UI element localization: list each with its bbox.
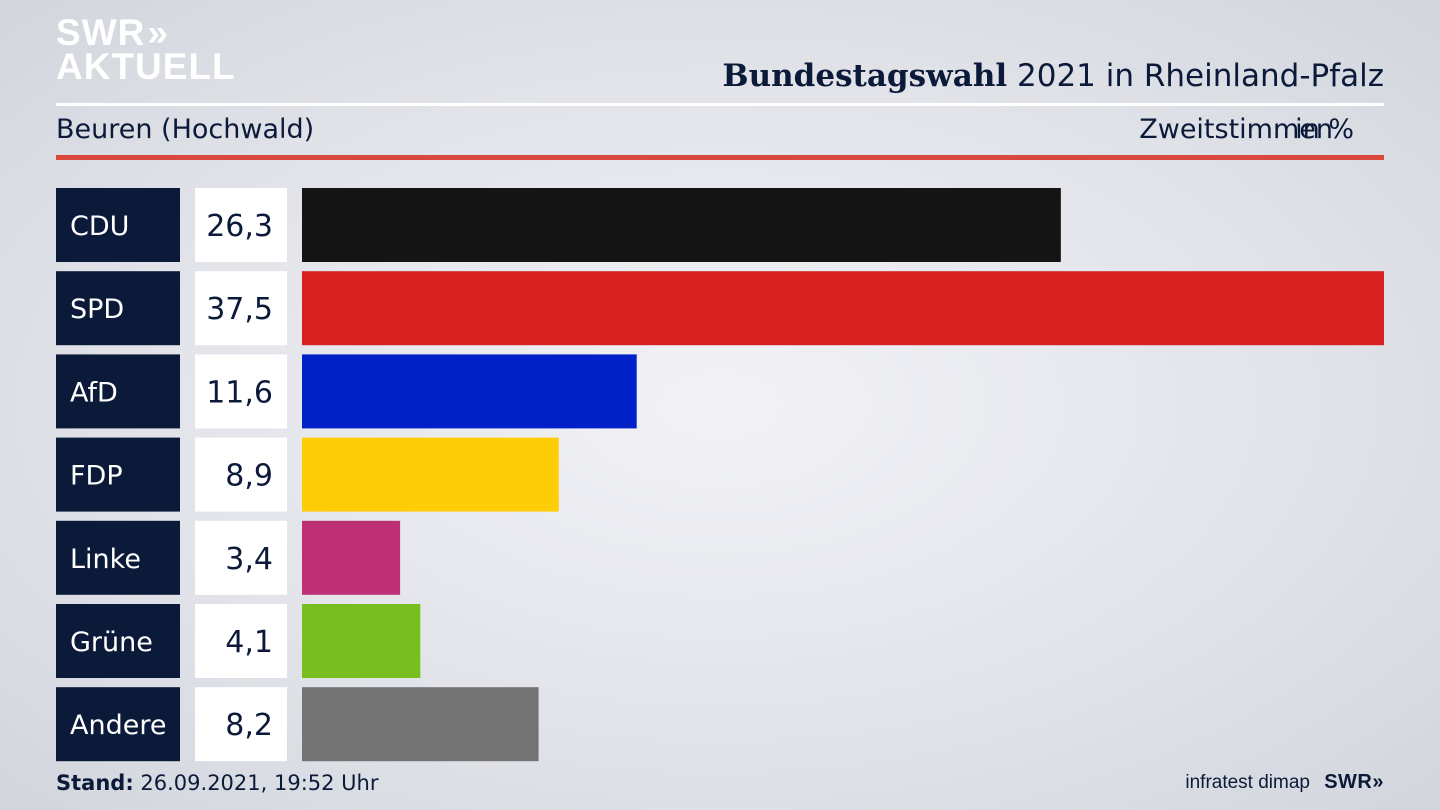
value-box-cdu	[195, 188, 287, 262]
party-label-spd: SPD	[70, 294, 124, 325]
chart-title-rest: 2021 in Rheinland-Pfalz	[1007, 58, 1384, 94]
value-label-linke: 3,4	[225, 542, 273, 577]
value-box-andere	[195, 687, 287, 762]
party-label-linke: Linke	[70, 544, 141, 575]
value-box-fdp	[195, 437, 287, 512]
timestamp-label: Stand:	[56, 771, 134, 795]
party-label-fdp: FDP	[70, 461, 123, 492]
source-credit: infratest dimap	[1185, 772, 1310, 793]
party-label-gr-ne: Grüne	[70, 627, 153, 658]
value-label-andere: 8,2	[225, 708, 273, 743]
value-box-gr-ne	[195, 604, 287, 678]
value-label-fdp: 8,9	[225, 459, 273, 494]
timestamp: Stand: 26.09.2021, 19:52 Uhr	[56, 771, 379, 795]
party-label-cdu: CDU	[70, 211, 129, 242]
party-label-box-spd	[56, 271, 180, 346]
timestamp-value: 26.09.2021, 19:52 Uhr	[133, 771, 379, 795]
bar-andere	[302, 687, 539, 762]
party-label-box-fdp	[56, 437, 180, 512]
value-box-afd	[195, 354, 287, 429]
party-label-box-gr-ne	[56, 604, 180, 678]
bar-linke	[302, 520, 401, 595]
party-label-afd: AfD	[70, 377, 118, 408]
bar-gr-ne	[302, 604, 421, 678]
value-label-cdu: 26,3	[206, 209, 273, 244]
value-box-linke	[195, 520, 287, 595]
bar-spd	[302, 271, 1384, 346]
logo-aktuell-text: AKTUELL	[56, 46, 236, 87]
unit-label: in %	[1295, 114, 1354, 145]
party-label-andere: Andere	[70, 710, 166, 741]
chart-title-bold: Bundestagswahl	[722, 58, 1008, 94]
logo-swr-text: SWR	[56, 12, 146, 53]
header-divider	[56, 103, 1384, 106]
logo-chevron-icon: »	[147, 12, 169, 53]
bar-afd	[302, 354, 637, 429]
value-label-gr-ne: 4,1	[225, 625, 273, 660]
value-label-afd: 11,6	[206, 375, 273, 410]
value-label-spd: 37,5	[206, 292, 273, 327]
metric-label: Zweitstimmen	[1139, 114, 1333, 145]
bar-fdp	[302, 437, 559, 512]
swr-brand-logo: SWR»	[1324, 771, 1384, 793]
swr-aktuell-logo: SWR» AKTUELL	[56, 12, 236, 87]
party-label-box-andere	[56, 687, 180, 762]
bar-cdu	[302, 188, 1061, 262]
chart-title: Bundestagswahl 2021 in Rheinland-Pfalz	[722, 58, 1384, 94]
party-label-box-afd	[56, 354, 180, 429]
location-label: Beuren (Hochwald)	[56, 114, 315, 145]
value-box-spd	[195, 271, 287, 346]
accent-divider	[56, 155, 1384, 160]
party-label-box-cdu	[56, 188, 180, 262]
party-label-box-linke	[56, 520, 180, 595]
